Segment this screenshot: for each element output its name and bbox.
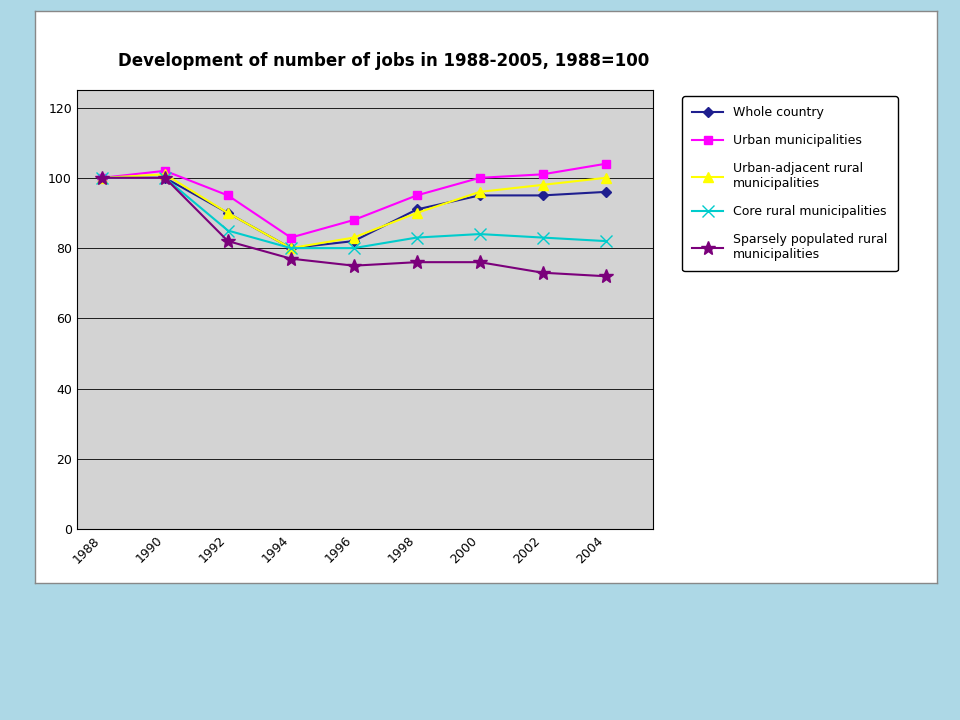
Core rural municipalities bbox=[474, 230, 486, 238]
Line: Sparsely populated rural
municipalities: Sparsely populated rural municipalities bbox=[95, 171, 612, 283]
Line: Urban-adjacent rural
municipalities: Urban-adjacent rural municipalities bbox=[97, 169, 611, 253]
Text: Development of number of jobs in 1988-2005, 1988=100: Development of number of jobs in 1988-20… bbox=[118, 52, 650, 70]
Urban municipalities bbox=[348, 216, 360, 225]
Sparsely populated rural
municipalities bbox=[474, 258, 486, 266]
Urban municipalities bbox=[222, 191, 233, 199]
Core rural municipalities bbox=[285, 244, 297, 253]
Sparsely populated rural
municipalities bbox=[600, 272, 612, 281]
Urban municipalities bbox=[600, 159, 612, 168]
Whole country bbox=[537, 191, 548, 199]
Core rural municipalities bbox=[222, 226, 233, 235]
Urban municipalities bbox=[537, 170, 548, 179]
Sparsely populated rural
municipalities bbox=[348, 261, 360, 270]
Whole country bbox=[348, 237, 360, 246]
Legend: Whole country, Urban municipalities, Urban-adjacent rural
municipalities, Core r: Whole country, Urban municipalities, Urb… bbox=[683, 96, 898, 271]
Urban-adjacent rural
municipalities bbox=[348, 233, 360, 242]
Whole country bbox=[96, 174, 108, 182]
Urban-adjacent rural
municipalities bbox=[411, 209, 422, 217]
Core rural municipalities bbox=[96, 174, 108, 182]
Core rural municipalities bbox=[159, 174, 171, 182]
Core rural municipalities bbox=[411, 233, 422, 242]
Urban-adjacent rural
municipalities bbox=[285, 244, 297, 253]
Urban municipalities bbox=[96, 174, 108, 182]
Core rural municipalities bbox=[600, 237, 612, 246]
Urban-adjacent rural
municipalities bbox=[159, 170, 171, 179]
Line: Core rural municipalities: Core rural municipalities bbox=[96, 172, 612, 253]
Whole country bbox=[222, 209, 233, 217]
Whole country bbox=[411, 205, 422, 214]
Urban municipalities bbox=[285, 233, 297, 242]
Core rural municipalities bbox=[348, 244, 360, 253]
Sparsely populated rural
municipalities bbox=[537, 269, 548, 277]
Whole country bbox=[285, 244, 297, 253]
Sparsely populated rural
municipalities bbox=[285, 254, 297, 263]
Urban-adjacent rural
municipalities bbox=[222, 209, 233, 217]
Sparsely populated rural
municipalities bbox=[222, 237, 233, 246]
Urban municipalities bbox=[411, 191, 422, 199]
Whole country bbox=[474, 191, 486, 199]
Line: Whole country: Whole country bbox=[99, 174, 609, 251]
Line: Urban municipalities: Urban municipalities bbox=[98, 160, 610, 242]
Sparsely populated rural
municipalities bbox=[159, 174, 171, 182]
Urban-adjacent rural
municipalities bbox=[600, 174, 612, 182]
Urban municipalities bbox=[474, 174, 486, 182]
Sparsely populated rural
municipalities bbox=[96, 174, 108, 182]
Whole country bbox=[159, 174, 171, 182]
Sparsely populated rural
municipalities bbox=[411, 258, 422, 266]
Urban-adjacent rural
municipalities bbox=[537, 181, 548, 189]
Urban-adjacent rural
municipalities bbox=[474, 188, 486, 197]
Whole country bbox=[600, 188, 612, 197]
Core rural municipalities bbox=[537, 233, 548, 242]
Urban-adjacent rural
municipalities bbox=[96, 174, 108, 182]
Urban municipalities bbox=[159, 166, 171, 175]
